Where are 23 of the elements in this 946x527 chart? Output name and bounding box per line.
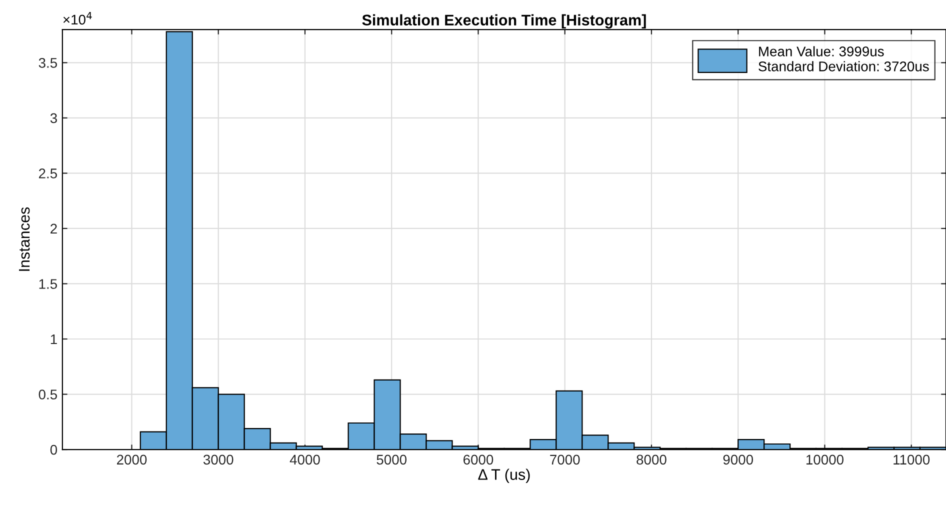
y-tick-label: 3.5 xyxy=(38,58,57,68)
y-tick-label: 3 xyxy=(50,113,57,124)
text: ×10$^{4}$ xyxy=(63,12,92,25)
x-tick-label: 5000 xyxy=(376,454,407,465)
x-tick-label: 7000 xyxy=(550,454,580,465)
y-tick-label: 0 xyxy=(50,444,58,455)
x-tick-label: 10000 xyxy=(806,454,844,465)
x-tick-label: 9000 xyxy=(723,454,754,465)
x-tick-label: 8000 xyxy=(636,454,666,465)
chart-title: Simulation Execution Time [Histogram] xyxy=(362,14,646,29)
y-tick-label: 2.5 xyxy=(38,168,57,178)
legend-label: Mean Value: 3999us Standard Deviation: 3720us xyxy=(758,46,929,72)
y-tick-label: 0.5 xyxy=(38,390,57,400)
y-tick-label: 1 xyxy=(50,334,57,344)
x-tick-label: 2000 xyxy=(116,454,147,465)
x-tick-label: 11000 xyxy=(894,454,930,465)
y-axis-title: Instances xyxy=(19,207,30,271)
y-tick-label: 2 xyxy=(50,224,57,234)
y-tick-label: 1.5 xyxy=(39,279,57,289)
x-tick-label: 3000 xyxy=(203,454,234,465)
x-tick-label: 4000 xyxy=(290,454,320,465)
x-axis-title: Δ T (us) xyxy=(478,468,530,483)
x-tick-label: 6000 xyxy=(463,454,494,465)
